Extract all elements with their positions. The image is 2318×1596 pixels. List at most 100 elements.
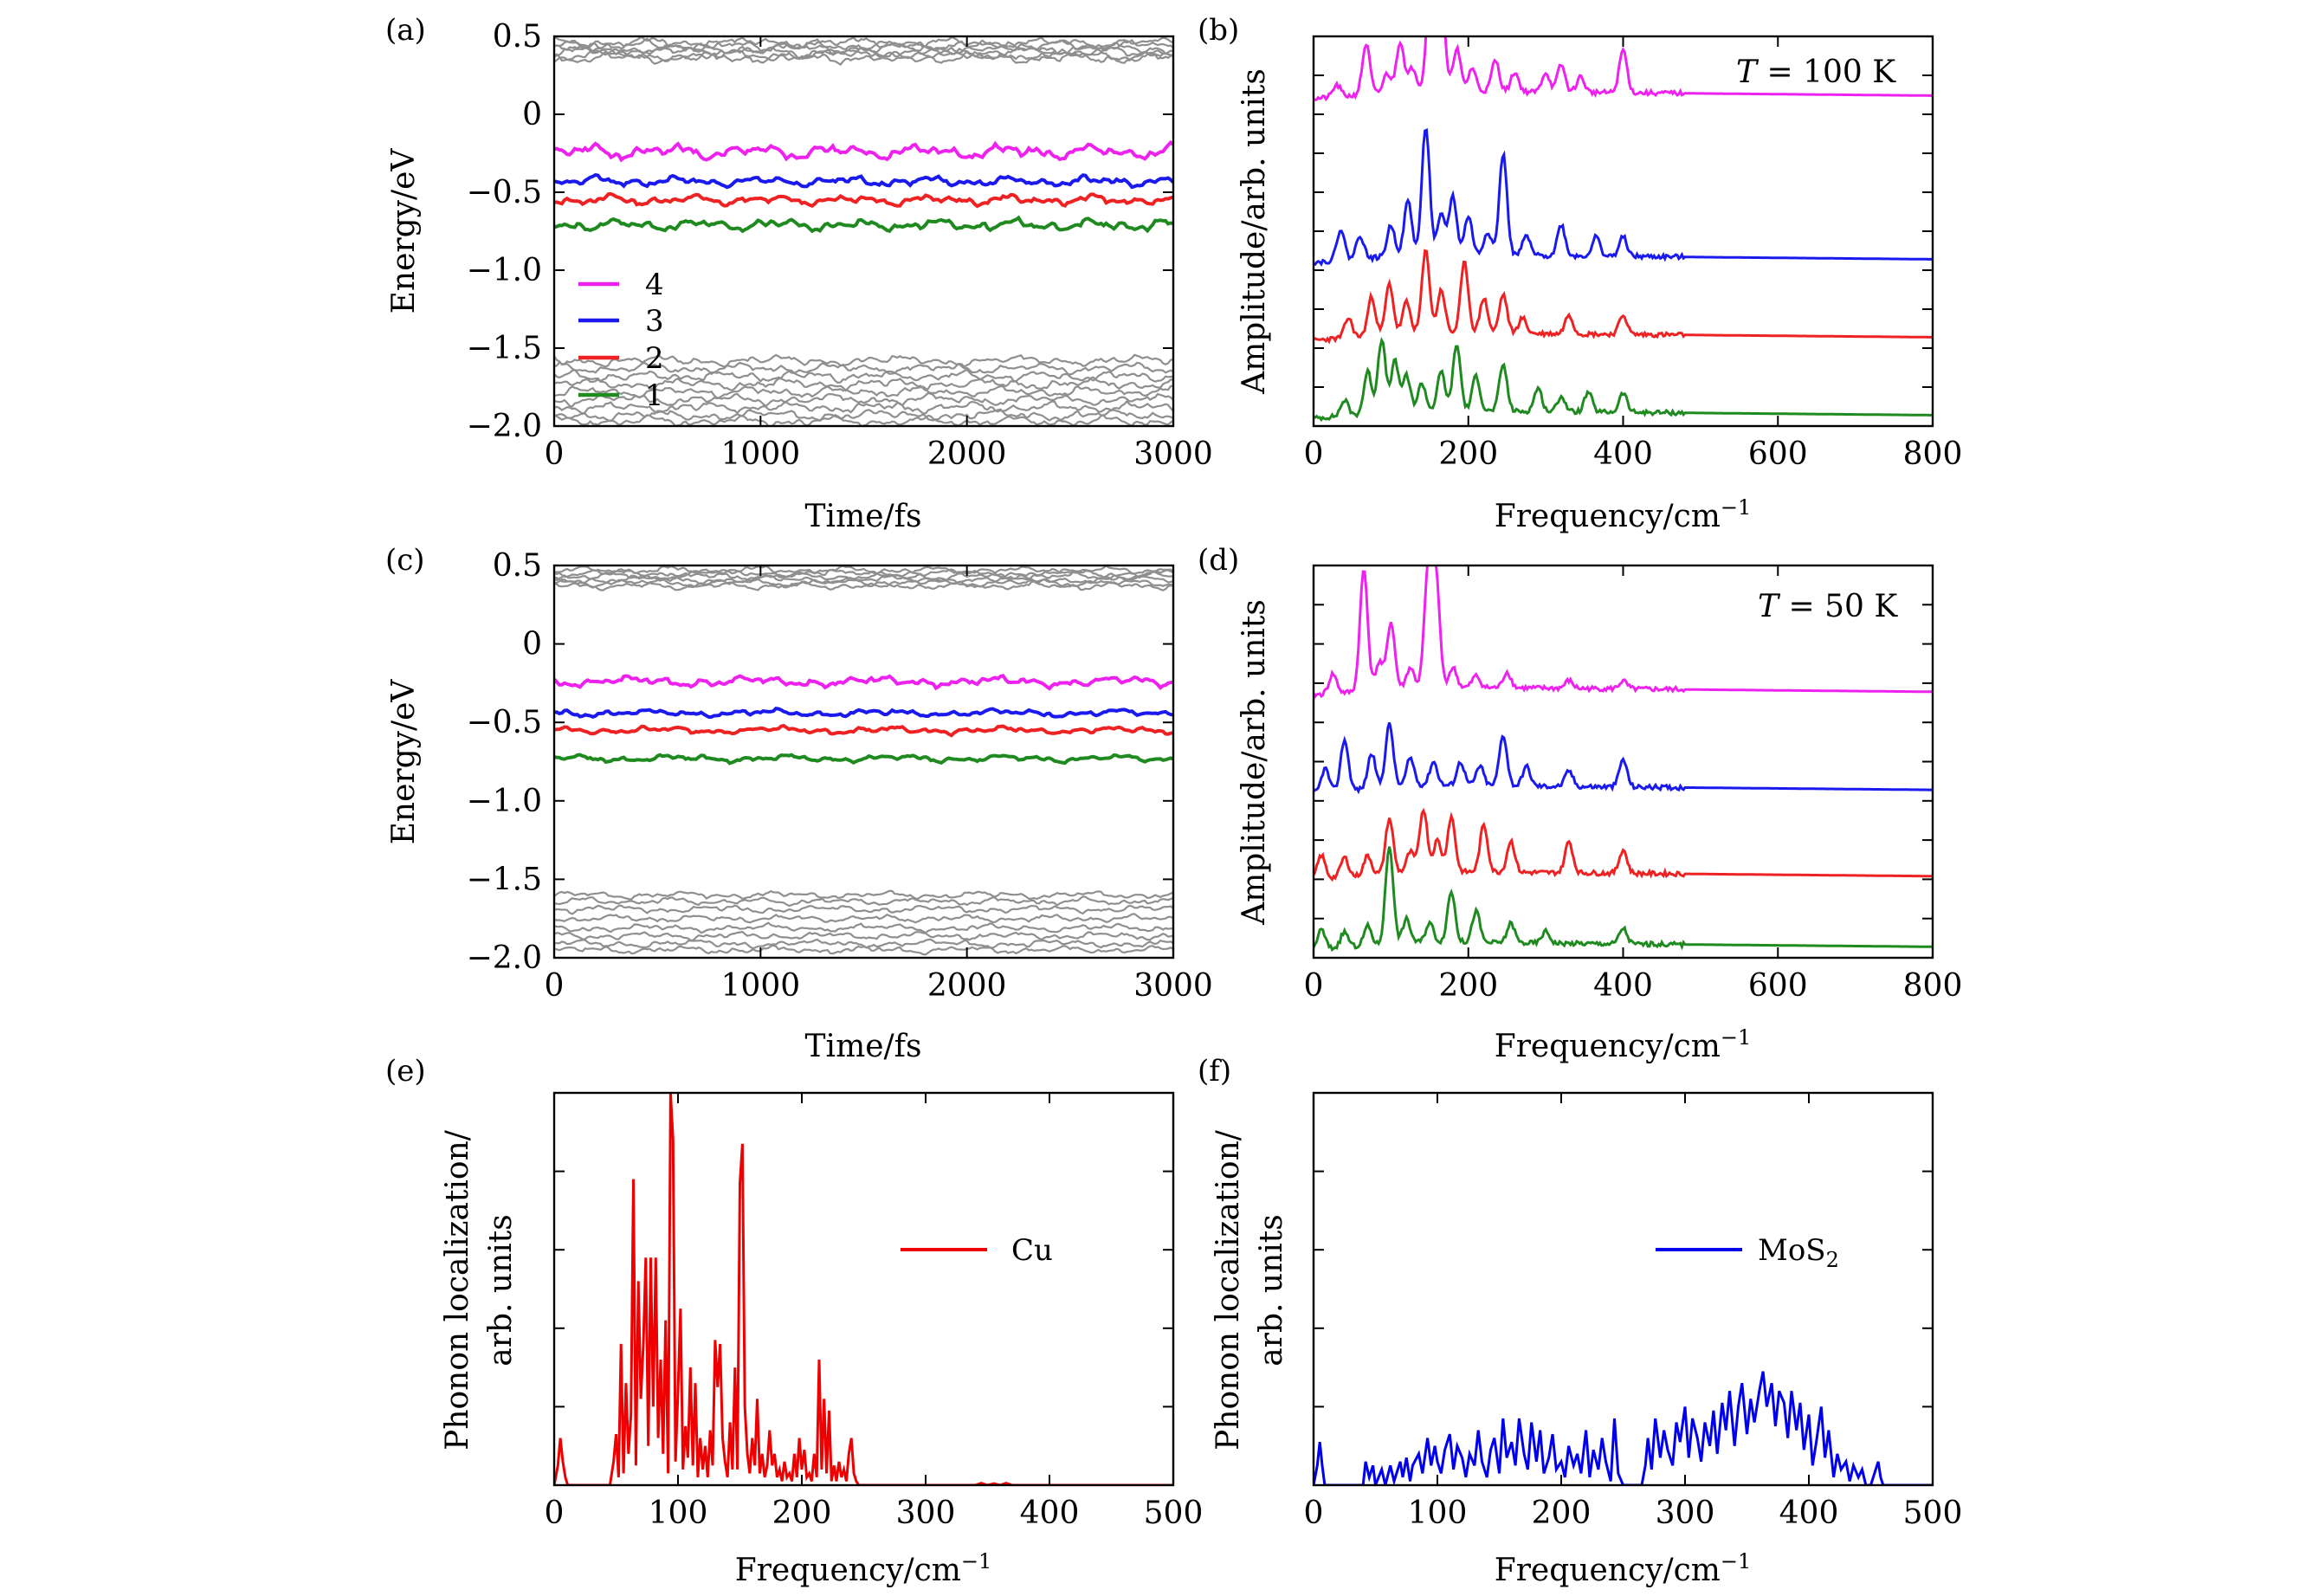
state-line-1-a: [554, 215, 1173, 234]
gray-state-line-c: [554, 889, 1173, 901]
legend-label-3: 3: [645, 304, 664, 339]
xtick-label-e: 100: [649, 1496, 708, 1531]
gray-state-line-c: [554, 578, 1173, 589]
ticks-c: 0 1000 2000 3000 0.5 0 −0.5 −1.0 −1.5 −2.0: [467, 548, 1213, 1004]
gray-state-line-c: [554, 573, 1173, 585]
ticks-e: 0 100 200 300 400 500: [545, 1092, 1203, 1531]
ytick-label-a: −1.5: [467, 331, 542, 366]
spectrum-line-3-d: [1314, 721, 1933, 795]
gray-state-line-a: [554, 50, 1173, 67]
xtick-label-f: 400: [1779, 1496, 1839, 1531]
xtick-label-b: 0: [1304, 436, 1324, 472]
xtick-label-e: 400: [1020, 1496, 1080, 1531]
temperature-annotation-b: T = 100 K: [1736, 55, 1896, 90]
state-line-4-c: [554, 673, 1173, 691]
xtick-label-c: 2000: [927, 968, 1007, 1004]
legend-label-4: 4: [645, 268, 664, 302]
ticks-d: 0 200 400 600 800: [1304, 565, 1963, 1004]
gray-state-line-c: [554, 565, 1173, 575]
panel-b: 0 200 400 600 800 (b) T = 100 K Frequency/cm…: [1198, 13, 1963, 534]
plot-area-a: [554, 36, 1173, 426]
ticks-f: 0 100 200 300 400 500: [1304, 1092, 1963, 1531]
ytick-label-a: 0: [522, 97, 542, 132]
ylabel-e-line1: Phonon localization/: [440, 1129, 475, 1451]
panel-label-f: (f): [1198, 1054, 1231, 1089]
ylabel-f-line1: Phonon localization/: [1211, 1129, 1246, 1451]
state-line-1-c: [554, 753, 1173, 766]
gray-state-line-c: [554, 895, 1173, 908]
xlabel-a: Time/fs: [805, 499, 922, 534]
gray-state-line-c: [554, 580, 1173, 591]
legend-label-mos2: MoS2: [1758, 1233, 1839, 1272]
ytick-label-a: −2.0: [467, 409, 542, 444]
spectrum-line-4-d: [1314, 565, 1933, 700]
legend-label-2: 2: [645, 341, 664, 376]
legend-label-1: 1: [645, 378, 664, 413]
spectrum-line-3-b: [1314, 127, 1933, 267]
localization-line-e: [554, 1093, 1173, 1485]
xtick-label-b: 800: [1903, 436, 1963, 472]
xtick-label-a: 1000: [721, 436, 801, 472]
ylabel-c: Energy/eV: [386, 679, 422, 845]
state-line-4-a: [554, 139, 1173, 163]
gray-state-line-a: [554, 391, 1173, 408]
xtick-label-e: 0: [545, 1496, 565, 1531]
xtick-label-b: 400: [1593, 436, 1653, 472]
xtick-label-f: 0: [1304, 1496, 1324, 1531]
xtick-label-d: 200: [1438, 968, 1498, 1004]
xtick-label-a: 3000: [1133, 436, 1213, 472]
xtick-label-d: 800: [1903, 968, 1963, 1004]
state-line-3-c: [554, 706, 1173, 720]
panel-a: 0 1000 2000 3000 0.5 0 −0.5 −1.0 −1.5 −2.0 (a) Ti…: [385, 13, 1213, 534]
ylabel-f-line2: arb. units: [1254, 1214, 1289, 1366]
gray-state-line-c: [554, 568, 1173, 579]
panel-f: 0 100 200 300 400 500 (f) Frequency/cm−1 Phon…: [1198, 1054, 1962, 1588]
state-line-2-a: [554, 191, 1173, 209]
xtick-label-e: 300: [896, 1496, 956, 1531]
panel-c: 0 1000 2000 3000 0.5 0 −0.5 −1.0 −1.5 −2.0 (c) Ti…: [385, 543, 1213, 1064]
xtick-label-f: 100: [1408, 1496, 1468, 1531]
panel-label-e: (e): [385, 1054, 426, 1089]
panel-e: 0 100 200 300 400 500 (e) Frequency/cm−1 Phon…: [385, 1054, 1203, 1588]
ytick-label-c: 0: [522, 627, 542, 662]
ytick-label-a: −0.5: [467, 175, 542, 210]
ytick-label-c: −1.0: [467, 784, 542, 819]
panel-label-d: (d): [1198, 543, 1239, 578]
gray-state-line-a: [554, 41, 1173, 56]
ylabel-b: Amplitude/arb. units: [1236, 68, 1272, 395]
gray-state-line-c: [554, 930, 1173, 942]
panel-label-c: (c): [385, 543, 425, 578]
frame-c: [552, 564, 1175, 960]
spectrum-line-2-b: [1314, 249, 1933, 345]
frame-e: [552, 1091, 1175, 1487]
xlabel-d: Frequency/cm−1: [1495, 1025, 1752, 1064]
gray-state-line-c: [554, 921, 1173, 934]
gray-state-line-a: [554, 384, 1173, 399]
xtick-label-f: 200: [1532, 1496, 1592, 1531]
gray-state-line-a: [554, 413, 1173, 426]
xtick-label-c: 3000: [1133, 968, 1213, 1004]
gray-state-line-a: [554, 353, 1173, 368]
ticks-b: 0 200 400 600 800: [1304, 36, 1963, 472]
plot-area-f: [1314, 1371, 1933, 1485]
xtick-label-b: 200: [1438, 436, 1498, 472]
ylabel-a: Energy/eV: [386, 148, 422, 314]
xlabel-b: Frequency/cm−1: [1495, 495, 1752, 534]
ylabel-d: Amplitude/arb. units: [1236, 599, 1272, 926]
xtick-label-a: 2000: [927, 436, 1007, 472]
ytick-label-c: −0.5: [467, 705, 542, 740]
ytick-label-a: 0.5: [493, 19, 542, 55]
xtick-label-a: 0: [545, 436, 565, 472]
plot-area-b: [1314, 36, 1933, 423]
spectrum-line-1-d: [1314, 846, 1933, 952]
state-line-3-a: [554, 172, 1173, 190]
xtick-label-f: 500: [1903, 1496, 1963, 1531]
gray-state-line-c: [554, 913, 1173, 924]
plot-area-c: [554, 565, 1173, 956]
ytick-label-c: −2.0: [467, 940, 542, 976]
legend-a: 4 3 2 1: [578, 268, 664, 413]
gray-state-line-a: [554, 408, 1173, 423]
panel-d: 0 200 400 600 800 (d) T = 50 K Frequency/cm−…: [1198, 543, 1962, 1064]
ytick-label-a: −1.0: [467, 253, 542, 288]
